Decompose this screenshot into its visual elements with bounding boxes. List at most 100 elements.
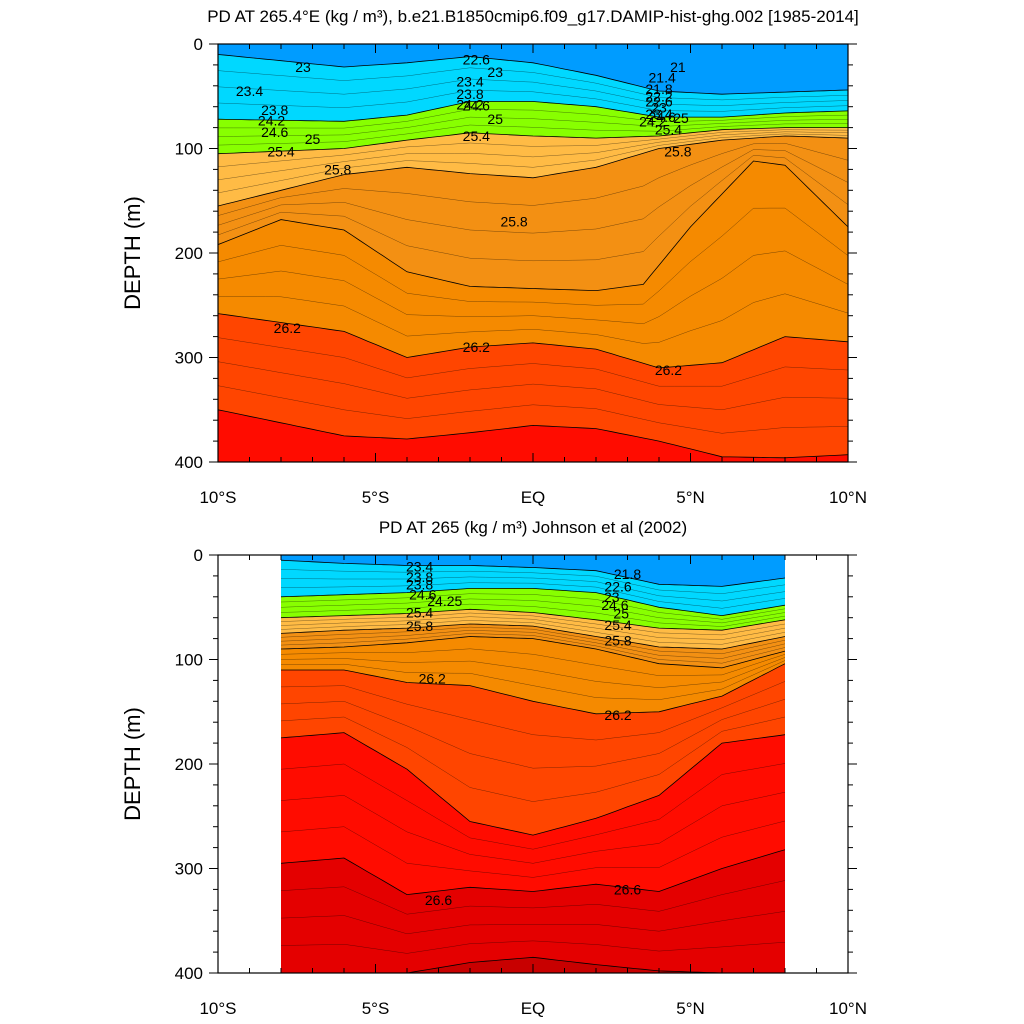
- contour-label: 22.6: [463, 52, 490, 68]
- isopycnal-line-minor: [281, 763, 785, 850]
- contour-label: 25: [305, 131, 321, 147]
- isopycnal-line-minor: [281, 880, 785, 915]
- contour-label: 24.6: [261, 124, 288, 140]
- isopycnal-line: [218, 101, 848, 122]
- contour-label: 26.2: [655, 362, 682, 378]
- contour-label: 23.8: [456, 86, 483, 102]
- isopycnal-line: [218, 160, 848, 292]
- isopycnal-line-minor: [281, 569, 785, 594]
- isopycnal-line: [281, 588, 785, 617]
- isopycnal-line-minor: [281, 648, 785, 676]
- contour-label: 21.8: [614, 566, 641, 582]
- isopycnal-line-minor: [281, 716, 785, 802]
- isopycnal-line-minor: [218, 361, 848, 410]
- isopycnal-line-minor: [218, 149, 848, 234]
- contour-label: 22.2: [645, 88, 672, 104]
- x-tick-label: 10°N: [829, 488, 867, 507]
- contour-label: 23.4: [645, 106, 672, 122]
- contour-label: 26.2: [274, 320, 301, 336]
- x-tick-label: 5°N: [676, 488, 705, 507]
- contour-label: 25.4: [604, 617, 631, 633]
- y-tick-label: 200: [175, 755, 203, 774]
- density-band-26-2: [218, 313, 848, 462]
- contour-label: 24.6: [601, 597, 628, 613]
- isopycnal-line: [281, 663, 785, 715]
- isopycnal-line-minor: [281, 616, 785, 640]
- isopycnal-line: [281, 608, 785, 631]
- isopycnal-line: [218, 409, 848, 459]
- isopycnal-line-minor: [281, 681, 785, 741]
- isopycnal-line-minor: [281, 603, 785, 627]
- isopycnal-line-minor: [218, 143, 848, 216]
- isopycnal-line-minor: [281, 582, 785, 609]
- isopycnal-line-minor: [281, 630, 785, 659]
- x-tick-label: EQ: [521, 488, 546, 507]
- contour-label: 24.6: [649, 109, 676, 125]
- isopycnal-line: [281, 956, 785, 973]
- isopycnal-line-minor: [218, 250, 848, 324]
- contour-label: 23.4: [406, 558, 433, 574]
- contour-label: 21: [670, 59, 686, 75]
- contour-label: 24.6: [463, 98, 490, 114]
- contour-label: 23.4: [456, 74, 483, 90]
- isopycnal-line-minor: [218, 123, 848, 146]
- contour-label: 23.8: [261, 102, 288, 118]
- isopycnal-line-minor: [281, 792, 785, 864]
- isopycnal-line-minor: [218, 78, 848, 106]
- contour-label: 23.4: [236, 83, 263, 99]
- y-tick-label: 400: [175, 964, 203, 983]
- isopycnal-line-minor: [281, 940, 785, 954]
- isopycnal-line-minor: [218, 131, 848, 180]
- contour-label: 26.2: [419, 670, 446, 686]
- density-fill: [218, 44, 848, 462]
- y-tick-label: 200: [175, 244, 203, 263]
- isopycnal-line-minor: [281, 660, 785, 700]
- contour-label: 22.6: [604, 578, 631, 594]
- contour-label: 25.8: [324, 161, 351, 177]
- y-tick-label: 300: [175, 349, 203, 368]
- y-axis-label: DEPTH (m): [120, 196, 145, 310]
- isopycnal-line-minor: [281, 626, 785, 654]
- density-fill: [281, 555, 785, 973]
- y-tick-label: 0: [194, 35, 203, 54]
- isopycnal-line-minor: [218, 133, 848, 194]
- y-axis-label: DEPTH (m): [120, 707, 145, 821]
- isopycnal-line-minor: [281, 612, 785, 636]
- contour-label: 25.8: [664, 144, 691, 160]
- isopycnal-line-minor: [281, 593, 785, 620]
- contour-label: 26.2: [604, 707, 631, 723]
- contour-label: 24.2: [639, 113, 666, 129]
- y-tick-label: 100: [175, 651, 203, 670]
- contour-label: 25.8: [604, 633, 631, 649]
- isopycnal-line-minor: [218, 155, 848, 261]
- y-tick-label: 300: [175, 860, 203, 879]
- contour-label: 25.8: [406, 618, 433, 634]
- contour-label: 26.6: [425, 892, 452, 908]
- isopycnal-line-minor: [218, 385, 848, 434]
- isopycnal-line-minor: [281, 633, 785, 664]
- x-tick-label: 10°S: [199, 488, 236, 507]
- y-tick-label: 400: [175, 453, 203, 472]
- density-band-26-6: [281, 849, 785, 973]
- x-tick-label: 10°S: [199, 999, 236, 1018]
- contour-label: 24.2: [258, 112, 285, 128]
- isopycnal-line-minor: [281, 598, 785, 624]
- contour-label: 25.8: [500, 214, 527, 230]
- isopycnal-line-minor: [218, 109, 848, 129]
- contour-label: 24.2: [456, 97, 483, 113]
- contour-label: 25.4: [406, 604, 433, 620]
- contour-label: 26.2: [463, 339, 490, 355]
- x-tick-label: 5°S: [362, 999, 390, 1018]
- contour-label: 23: [295, 59, 311, 75]
- isopycnal-line: [281, 849, 785, 896]
- isopycnal-line-minor: [281, 911, 785, 934]
- isopycnal-line: [281, 623, 785, 650]
- contour-label: 21.8: [645, 81, 672, 97]
- isopycnal-line-minor: [218, 337, 848, 387]
- x-tick-label: EQ: [521, 999, 546, 1018]
- chart-title: PD AT 265 (kg / m³) Johnson et al (2002): [379, 518, 687, 537]
- isopycnal-line-minor: [281, 620, 785, 645]
- contour-label: 23.8: [406, 576, 433, 592]
